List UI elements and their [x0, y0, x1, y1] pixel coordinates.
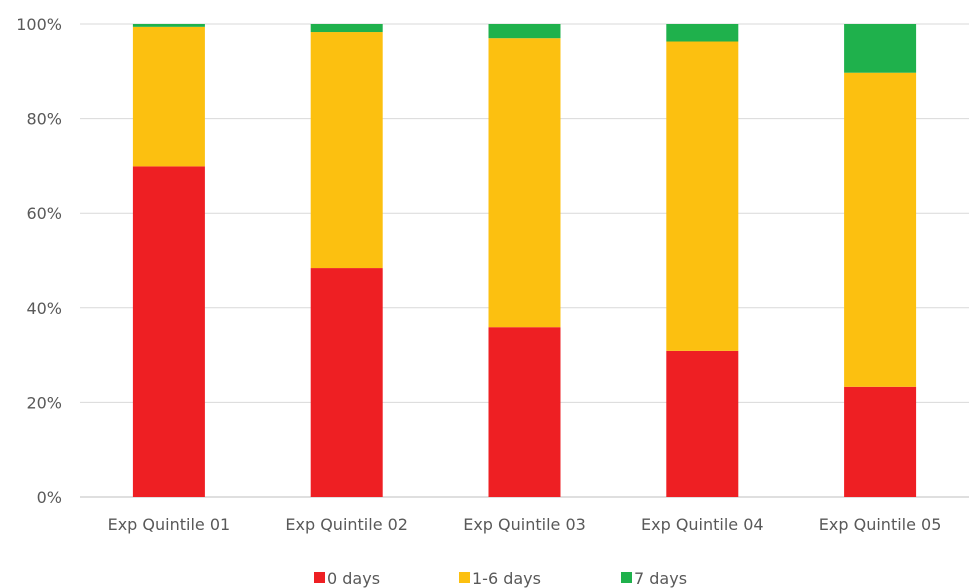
bar-segment-1-6-days — [488, 38, 561, 328]
y-tick-label: 100% — [16, 15, 62, 34]
bar-segment-7-days — [132, 24, 205, 27]
y-tick-label: 0% — [37, 488, 62, 507]
bar-segment-0-days — [666, 350, 739, 497]
x-axis: Exp Quintile 01 Exp Quintile 02 Exp Quinti… — [108, 515, 942, 534]
y-axis: 0% 20% 40% 60% 80% 100% — [16, 15, 62, 507]
bar-segment-1-6-days — [844, 72, 917, 387]
bar-segment-7-days — [310, 24, 383, 33]
bar-segment-0-days — [132, 166, 205, 498]
legend-label: 7 days — [634, 569, 687, 588]
bar-segment-1-6-days — [310, 32, 383, 269]
y-tick-label: 40% — [26, 299, 62, 318]
y-tick-label: 20% — [26, 393, 62, 412]
bar-segment-7-days — [488, 24, 561, 39]
bar-segment-7-days — [844, 24, 917, 73]
bars — [132, 24, 917, 498]
legend-swatch — [314, 572, 325, 583]
x-tick-label: Exp Quintile 02 — [285, 515, 408, 534]
bar-segment-1-6-days — [132, 26, 205, 167]
y-tick-label: 60% — [26, 204, 62, 223]
legend-label: 1-6 days — [472, 569, 541, 588]
bar-segment-0-days — [310, 268, 383, 497]
bar-segment-1-6-days — [666, 41, 739, 351]
bar-segment-0-days — [844, 386, 917, 497]
x-tick-label: Exp Quintile 01 — [108, 515, 231, 534]
x-tick-label: Exp Quintile 05 — [819, 515, 942, 534]
x-tick-label: Exp Quintile 04 — [641, 515, 764, 534]
bar-segment-7-days — [666, 24, 739, 42]
legend-label: 0 days — [327, 569, 380, 588]
x-tick-label: Exp Quintile 03 — [463, 515, 586, 534]
legend: 0 days 1-6 days 7 days — [314, 569, 687, 588]
legend-swatch — [621, 572, 632, 583]
bar-segment-0-days — [488, 327, 561, 497]
legend-swatch — [459, 572, 470, 583]
y-tick-label: 80% — [26, 110, 62, 129]
